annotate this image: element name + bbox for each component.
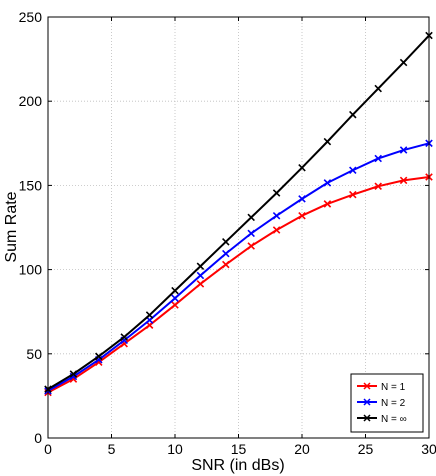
data-point-marker [298, 163, 306, 172]
data-point-marker [323, 137, 332, 146]
data-point-marker [298, 211, 306, 220]
data-point-marker [399, 146, 408, 154]
data-point-marker [196, 271, 205, 280]
data-point-marker [222, 260, 230, 269]
x-tick-label: 10 [167, 441, 183, 457]
legend-label: N = 1 [381, 382, 406, 393]
y-axis-label: Sum Rate [3, 191, 20, 262]
data-point-marker [323, 179, 332, 187]
legend-label: N = 2 [381, 398, 406, 409]
series-line [47, 34, 430, 391]
series-layer [44, 31, 433, 397]
x-axis-label: SNR (in dBs) [191, 457, 284, 474]
data-point-marker [120, 333, 128, 341]
legend-swatch-marker [363, 382, 371, 390]
y-tick-label: 0 [34, 430, 42, 446]
data-point-marker [349, 190, 357, 199]
data-point-marker [247, 229, 255, 238]
axis-ticks: 0 5 10 15 20 25 30 0 50 100 150 200 250 [19, 9, 436, 457]
legend-label: N = ∞ [381, 414, 407, 425]
data-point-marker [272, 189, 281, 197]
legend-swatch-marker [363, 414, 371, 422]
data-point-marker [222, 249, 230, 258]
x-tick-label: 25 [358, 441, 374, 457]
y-tick-label: 250 [19, 9, 43, 25]
y-tick-label: 200 [19, 93, 43, 109]
data-point-marker [95, 352, 103, 361]
data-point-marker [247, 213, 255, 222]
data-point-marker [272, 226, 281, 234]
data-point-marker [349, 110, 357, 119]
data-point-marker [323, 200, 332, 208]
data-point-marker [272, 211, 281, 220]
data-point-marker [145, 311, 154, 319]
series-line [47, 142, 430, 392]
series-line [47, 175, 430, 394]
data-point-marker [69, 370, 78, 378]
data-point-marker [171, 301, 179, 309]
data-point-marker [171, 286, 179, 295]
data-point-marker [222, 238, 230, 246]
x-tick-label: 0 [44, 441, 52, 457]
series-2 [44, 139, 433, 395]
data-point-marker [374, 154, 382, 163]
data-point-marker [399, 176, 408, 185]
data-point-marker [247, 242, 255, 250]
data-point-marker [196, 262, 205, 270]
y-tick-label: 100 [19, 262, 43, 278]
y-tick-label: 150 [19, 177, 43, 193]
x-tick-label: 30 [421, 441, 436, 457]
x-tick-label: 20 [294, 441, 310, 457]
data-point-marker [374, 84, 382, 93]
data-point-marker [171, 294, 179, 302]
data-point-marker [349, 166, 357, 175]
x-tick-label: 15 [231, 441, 247, 457]
data-point-marker [196, 280, 205, 288]
legend: N = 1 N = 2 N = ∞ [350, 373, 424, 433]
data-point-marker [374, 182, 382, 191]
legend-swatch-marker [363, 398, 371, 406]
data-point-marker [298, 195, 306, 203]
data-point-marker [399, 58, 408, 67]
y-tick-label: 50 [26, 346, 42, 362]
x-tick-label: 5 [108, 441, 116, 457]
